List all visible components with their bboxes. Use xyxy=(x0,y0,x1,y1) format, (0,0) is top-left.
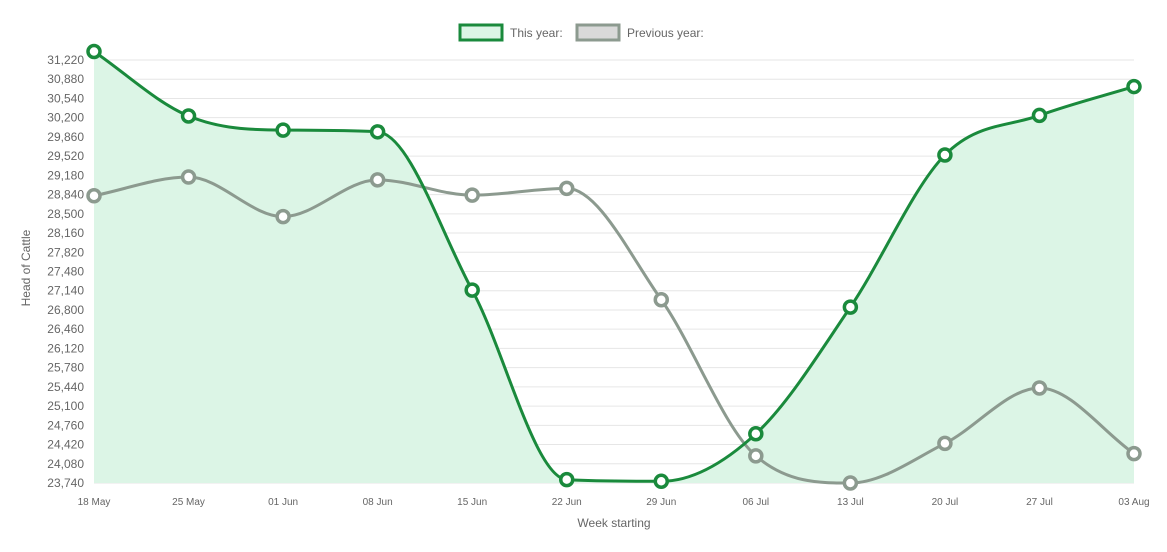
legend-label[interactable]: Previous year: xyxy=(627,26,704,40)
data-point[interactable] xyxy=(86,43,102,60)
data-point[interactable] xyxy=(558,180,575,197)
y-tick-label: 27,820 xyxy=(47,245,84,259)
legend-label[interactable]: This year: xyxy=(510,26,563,40)
series-area xyxy=(94,51,1134,483)
x-tick-label: 08 Jun xyxy=(363,497,393,508)
data-point[interactable] xyxy=(653,292,670,308)
y-tick-label: 25,100 xyxy=(47,399,84,413)
y-tick-label: 28,840 xyxy=(47,188,84,202)
data-point[interactable] xyxy=(275,122,291,138)
data-point[interactable] xyxy=(464,187,480,203)
x-tick-label: 22 Jun xyxy=(552,497,582,508)
data-point[interactable] xyxy=(464,282,480,298)
y-tick-label: 24,420 xyxy=(47,438,84,452)
data-point[interactable] xyxy=(937,147,953,163)
y-tick-label: 26,800 xyxy=(47,303,84,317)
x-tick-label: 15 Jun xyxy=(457,497,487,508)
y-tick-label: 31,220 xyxy=(47,53,84,67)
x-axis-label: Week starting xyxy=(577,516,650,530)
data-point[interactable] xyxy=(86,187,102,204)
x-tick-label: 01 Jun xyxy=(268,497,298,508)
x-tick-label: 03 Aug xyxy=(1118,497,1149,508)
y-tick-label: 30,540 xyxy=(47,91,84,105)
data-point[interactable] xyxy=(180,108,197,124)
data-point[interactable] xyxy=(180,169,197,185)
series-points xyxy=(86,43,1142,491)
x-tick-label: 13 Jul xyxy=(837,497,864,508)
y-tick-label: 29,520 xyxy=(47,149,84,163)
data-point[interactable] xyxy=(369,172,386,188)
x-tick-label: 25 May xyxy=(172,497,205,508)
data-point[interactable] xyxy=(748,448,764,464)
y-tick-label: 24,760 xyxy=(47,418,84,432)
x-tick-label: 20 Jul xyxy=(932,497,959,508)
legend-swatch[interactable] xyxy=(575,23,621,42)
y-tick-label: 28,500 xyxy=(47,207,84,221)
series-areas xyxy=(94,51,1134,483)
y-axis-ticks: 23,740 24,080 24,420 24,760 25,100 25,440 25,7… xyxy=(47,53,84,490)
y-axis-label: Head of Cattle xyxy=(19,229,33,306)
y-tick-label: 30,880 xyxy=(47,72,84,86)
y-tick-label: 30,200 xyxy=(47,111,84,125)
x-axis-ticks: 18 May 25 May 01 Jun 08 Jun 15 Jun 22 Jun 29 J… xyxy=(78,497,1150,508)
data-point[interactable] xyxy=(1126,78,1142,95)
y-tick-label: 29,860 xyxy=(47,130,84,144)
x-tick-label: 18 May xyxy=(78,497,111,508)
x-tick-label: 29 Jun xyxy=(646,497,676,508)
data-point[interactable] xyxy=(748,426,764,442)
data-point[interactable] xyxy=(1126,445,1142,462)
y-tick-label: 25,440 xyxy=(47,380,84,394)
x-tick-label: 06 Jul xyxy=(742,497,769,508)
data-point[interactable] xyxy=(1031,380,1048,396)
data-point[interactable] xyxy=(275,208,291,225)
y-tick-label: 27,140 xyxy=(47,284,84,298)
data-point[interactable] xyxy=(1031,107,1048,124)
y-tick-label: 27,480 xyxy=(47,265,84,279)
legend-swatch[interactable] xyxy=(458,23,504,42)
data-point[interactable] xyxy=(842,299,859,315)
data-point[interactable] xyxy=(937,435,953,452)
data-point[interactable] xyxy=(653,473,670,490)
x-tick-label: 27 Jul xyxy=(1026,497,1053,508)
data-point[interactable] xyxy=(842,475,859,491)
y-tick-label: 28,160 xyxy=(47,226,84,240)
legend: This year: Previous year: xyxy=(458,23,704,42)
y-tick-label: 29,180 xyxy=(47,168,84,182)
y-tick-label: 25,780 xyxy=(47,361,84,375)
y-tick-label: 26,460 xyxy=(47,322,84,336)
y-tick-label: 23,740 xyxy=(47,476,84,490)
y-tick-label: 26,120 xyxy=(47,341,84,355)
data-point[interactable] xyxy=(558,471,575,488)
data-point[interactable] xyxy=(369,124,386,140)
y-tick-label: 24,080 xyxy=(47,457,84,471)
